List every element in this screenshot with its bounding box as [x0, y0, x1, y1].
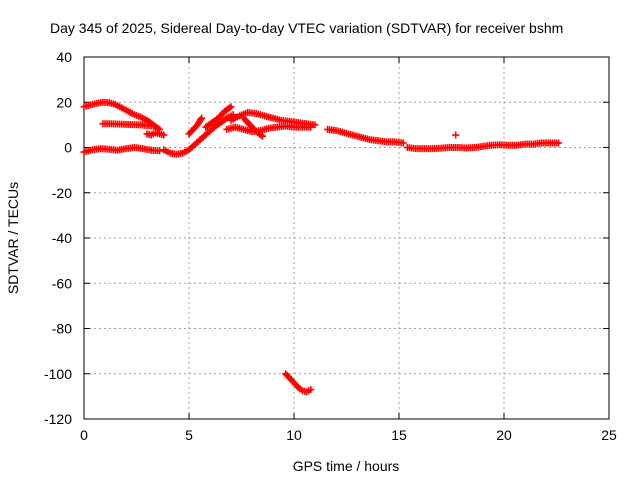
- x-axis-title: GPS time / hours: [293, 458, 400, 474]
- x-tick-label: 15: [391, 427, 407, 443]
- y-tick-label: 20: [56, 94, 72, 110]
- x-tick-label: 20: [496, 427, 512, 443]
- x-tick-label: 25: [601, 427, 617, 443]
- data-point: [293, 382, 301, 390]
- data-point: [307, 386, 315, 394]
- data-point: [160, 131, 168, 139]
- data-point: [311, 121, 319, 129]
- y-tick-label: -80: [52, 321, 72, 337]
- data-point: [227, 103, 235, 111]
- x-tick-label: 10: [286, 427, 302, 443]
- y-tick-label: -40: [52, 230, 72, 246]
- x-tick-label: 0: [80, 427, 88, 443]
- axis-ticks: 0 5 10 15 20 25 -120 -100 -80 -60 -40 -20 0 20 40: [44, 49, 617, 443]
- data-point: [259, 132, 266, 140]
- chart-title: Day 345 of 2025, Sidereal Day-to-day VTE…: [50, 20, 563, 36]
- data-point: [555, 139, 563, 147]
- data-point: [307, 123, 315, 131]
- y-axis-title: SDTVAR / TECUs: [5, 182, 21, 294]
- data-points: [80, 98, 563, 396]
- data-point: [452, 131, 460, 139]
- y-tick-label: -100: [44, 366, 72, 382]
- data-point: [399, 139, 407, 147]
- grid-lines: [84, 57, 609, 419]
- x-tick-label: 5: [185, 427, 193, 443]
- y-tick-label: -60: [52, 275, 72, 291]
- data-point: [198, 114, 206, 122]
- y-tick-label: -120: [44, 411, 72, 427]
- data-point: [149, 122, 157, 130]
- y-tick-label: -20: [52, 185, 72, 201]
- y-tick-label: 40: [56, 49, 72, 65]
- data-point: [156, 147, 164, 155]
- y-tick-label: 0: [64, 140, 72, 156]
